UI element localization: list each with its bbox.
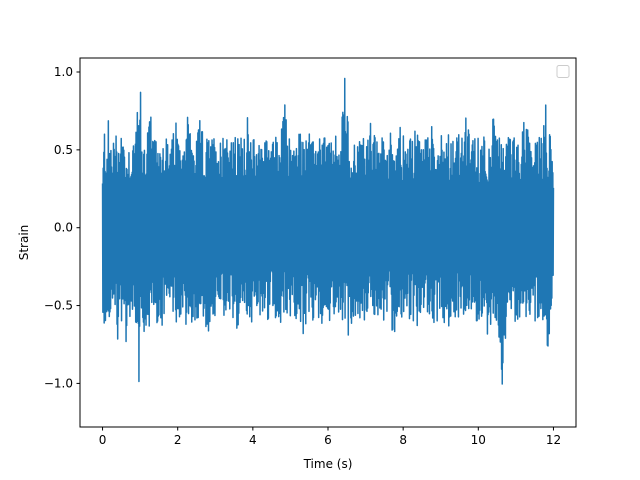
x-tick-label: 2: [174, 433, 182, 447]
y-tick-label: −0.5: [44, 299, 73, 313]
y-axis-ticks: −1.0 −0.5 0.0 0.5 1.0: [44, 65, 80, 390]
x-tick-label: 0: [99, 433, 107, 447]
y-tick-label: 0.5: [54, 143, 73, 157]
y-tick-label: 0.0: [54, 221, 73, 235]
x-tick-label: 8: [399, 433, 407, 447]
y-tick-label: −1.0: [44, 376, 73, 390]
legend-box: [556, 65, 570, 78]
x-tick-label: 10: [471, 433, 486, 447]
x-axis-ticks: 0 2 4 6 8 10 12: [99, 427, 561, 447]
y-axis-label: Strain: [17, 225, 31, 261]
x-axis-label: Time (s): [303, 457, 353, 471]
x-tick-label: 12: [546, 433, 561, 447]
x-tick-label: 6: [324, 433, 332, 447]
x-tick-label: 4: [249, 433, 257, 447]
series-layer: [101, 77, 555, 385]
strain-series-line: [101, 77, 555, 385]
y-tick-label: 1.0: [54, 65, 73, 79]
